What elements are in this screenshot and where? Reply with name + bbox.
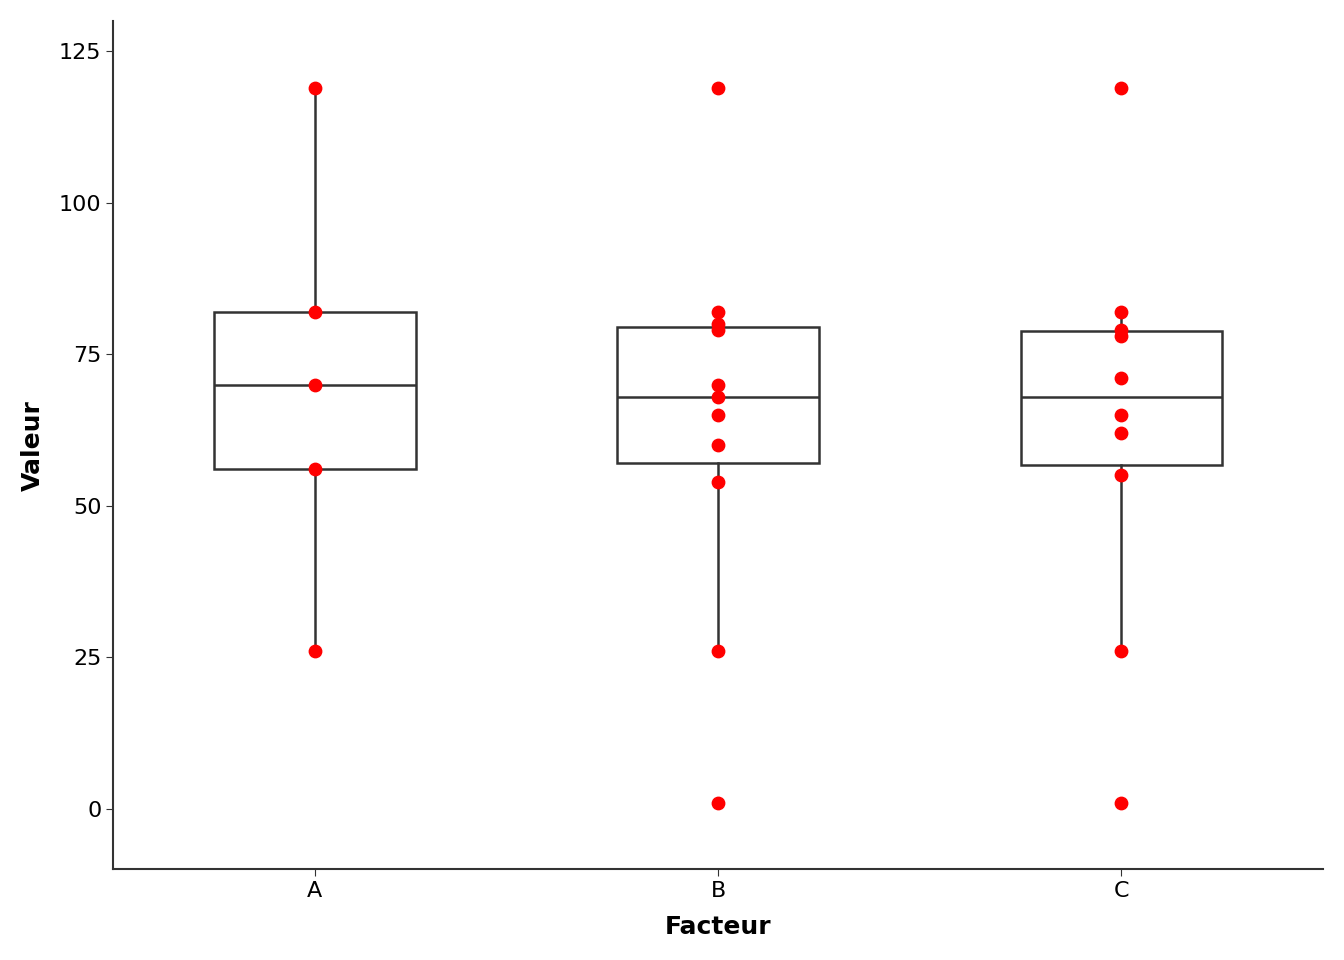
PathPatch shape <box>1020 331 1222 465</box>
Point <box>1110 407 1132 422</box>
Point <box>707 438 728 453</box>
Point <box>707 795 728 810</box>
Point <box>707 323 728 338</box>
Point <box>304 80 325 95</box>
Point <box>1110 795 1132 810</box>
Point <box>1110 328 1132 344</box>
Point <box>707 377 728 393</box>
Point <box>1110 304 1132 320</box>
Point <box>304 643 325 659</box>
X-axis label: Facteur: Facteur <box>665 915 771 939</box>
Point <box>1110 323 1132 338</box>
PathPatch shape <box>214 312 415 469</box>
Point <box>707 389 728 404</box>
Point <box>304 304 325 320</box>
Point <box>707 407 728 422</box>
Point <box>1110 468 1132 483</box>
Point <box>1110 643 1132 659</box>
Point <box>304 462 325 477</box>
Point <box>707 304 728 320</box>
Point <box>707 474 728 490</box>
Point <box>707 316 728 331</box>
Point <box>707 643 728 659</box>
Point <box>1110 80 1132 95</box>
Point <box>1110 371 1132 386</box>
Point <box>304 377 325 393</box>
Point <box>1110 425 1132 441</box>
Point <box>707 80 728 95</box>
Y-axis label: Valeur: Valeur <box>22 399 44 491</box>
PathPatch shape <box>617 327 818 464</box>
